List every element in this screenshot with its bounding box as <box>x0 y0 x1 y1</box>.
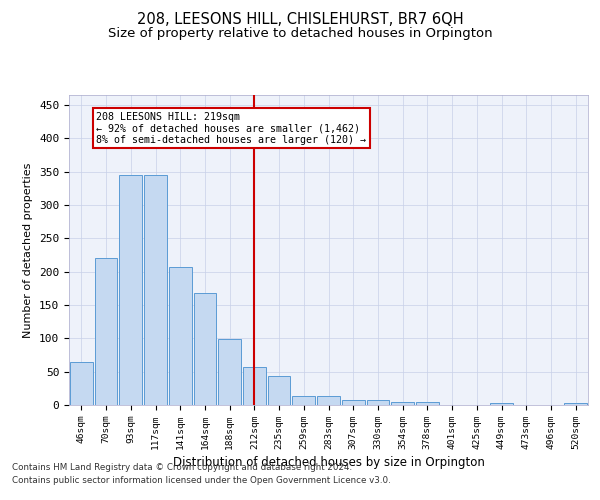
Bar <box>70 362 93 405</box>
Text: Contains HM Land Registry data © Crown copyright and database right 2024.: Contains HM Land Registry data © Crown c… <box>12 464 352 472</box>
Y-axis label: Number of detached properties: Number of detached properties <box>23 162 34 338</box>
Bar <box>194 293 216 405</box>
Bar <box>367 400 389 405</box>
Bar <box>416 402 439 405</box>
Bar <box>490 403 513 405</box>
Bar <box>95 258 118 405</box>
Bar <box>292 396 315 405</box>
Bar <box>268 376 290 405</box>
Bar <box>169 267 191 405</box>
Text: 208 LEESONS HILL: 219sqm
← 92% of detached houses are smaller (1,462)
8% of semi: 208 LEESONS HILL: 219sqm ← 92% of detach… <box>96 112 366 145</box>
X-axis label: Distribution of detached houses by size in Orpington: Distribution of detached houses by size … <box>173 456 484 469</box>
Bar <box>119 175 142 405</box>
Bar <box>218 339 241 405</box>
Bar <box>342 400 365 405</box>
Text: 208, LEESONS HILL, CHISLEHURST, BR7 6QH: 208, LEESONS HILL, CHISLEHURST, BR7 6QH <box>137 12 463 28</box>
Text: Size of property relative to detached houses in Orpington: Size of property relative to detached ho… <box>107 28 493 40</box>
Bar <box>243 367 266 405</box>
Text: Contains public sector information licensed under the Open Government Licence v3: Contains public sector information licen… <box>12 476 391 485</box>
Bar <box>144 175 167 405</box>
Bar <box>317 396 340 405</box>
Bar <box>564 403 587 405</box>
Bar <box>391 402 414 405</box>
